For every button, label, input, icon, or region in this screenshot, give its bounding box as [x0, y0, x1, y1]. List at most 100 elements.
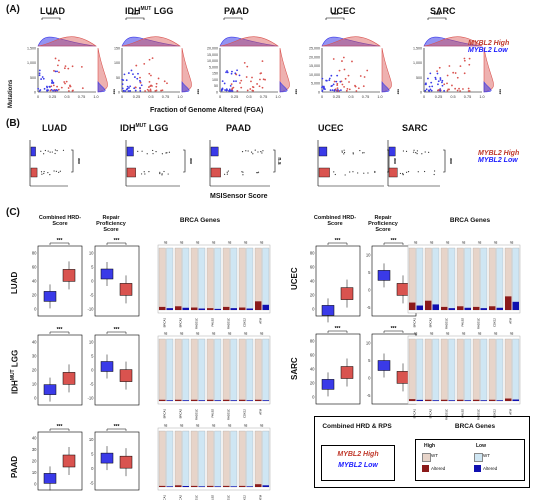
c-sarc-rps-tick: 5: [368, 358, 371, 363]
a-point-low: [136, 77, 139, 80]
a-point-low: [321, 77, 324, 80]
a-point-low: [429, 88, 432, 91]
b-outlier-high: [55, 170, 57, 172]
a-point-high: [252, 86, 255, 89]
a-point-high: [468, 63, 471, 66]
c-paad-brca-gene: ATM: [259, 494, 263, 500]
b-outlier-low: [413, 149, 415, 151]
a-point-low: [221, 80, 224, 83]
c-ucec-brca-gene: RAD51C: [477, 318, 481, 329]
a-ytick: 500: [416, 76, 422, 80]
c-luad-brca-bar-wt-high: [158, 247, 166, 311]
b-bracket: [273, 149, 276, 173]
a-point-low: [49, 86, 51, 88]
c-paad-brca-bar-alt-low: [166, 486, 173, 487]
c-ucec-rps-box-low: [377, 270, 391, 281]
a-point-low: [228, 88, 231, 91]
c-sarc-brca-gene: ATM: [509, 408, 513, 414]
a-point-low: [236, 69, 238, 72]
a-point-low: [322, 85, 325, 88]
c-sarc-brca-bar-wt-low: [432, 338, 440, 402]
a-point-low: [230, 72, 233, 75]
c-paad-brca-ns: ns: [212, 424, 216, 428]
b-outlier-low: [44, 149, 46, 152]
a-density-side-low: [279, 81, 288, 93]
a-point-high: [259, 78, 261, 81]
c-ucec-brca-bar-alt-high: [441, 306, 448, 310]
a-title-luad: LUAD: [40, 6, 65, 16]
c-lgg-brca-gene: BRCA2: [179, 409, 183, 419]
a-point-high: [148, 89, 150, 92]
a-point-low: [127, 72, 130, 74]
c-luad-brca-gene: ATM: [259, 317, 263, 323]
b-outlier-high: [402, 174, 404, 176]
a-ytick: 50: [214, 84, 218, 88]
a-xtick: 0.5: [148, 95, 153, 99]
c-lgg-brca-bar-alt-high: [191, 399, 198, 401]
c-lgg-brca-ns: ns: [180, 332, 184, 336]
a-point-low: [52, 89, 54, 92]
c-lgg-rps-tick: 10: [89, 340, 94, 345]
a-point-low: [38, 74, 41, 77]
b-outlier-low: [412, 151, 415, 153]
c-lgg-brca-ns: ns: [212, 332, 216, 336]
a-point-low: [434, 78, 437, 81]
a-point-high: [338, 69, 341, 72]
a-point-low: [121, 87, 124, 90]
c-col-hrd-right: Combined HRD-Score: [313, 215, 357, 227]
a-point-high: [240, 79, 243, 82]
a-point-low: [54, 70, 57, 73]
a-xtick: 0: [321, 95, 323, 99]
c-sarc-hrd-sig: ***: [335, 326, 341, 332]
c-luad-brca-bar-alt-low: [166, 308, 173, 310]
a-point-high: [149, 88, 152, 91]
a-point-high: [348, 81, 350, 83]
a-point-low: [51, 80, 54, 83]
c-luad-brca-bar-wt-high: [238, 247, 246, 311]
c-luad-brca-bar-alt-low: [246, 308, 253, 310]
b-box-high: [126, 167, 136, 178]
a-point-high: [463, 59, 466, 62]
a-point-low: [134, 89, 137, 92]
a-point-high: [151, 57, 154, 60]
b-outlier-low: [245, 150, 247, 152]
a-xtick: 0.5: [246, 95, 251, 99]
b-outlier-low: [165, 152, 167, 154]
a-point-high: [354, 85, 357, 88]
c-ucec-hrd-frame: [315, 245, 361, 317]
b-outlier-high: [433, 173, 435, 176]
a-point-low: [38, 72, 41, 75]
c-ucec-brca-bar-alt-high: [425, 300, 432, 310]
b-outlier-low: [362, 152, 364, 154]
a-point-high: [139, 76, 141, 79]
c-luad-brca-bar-alt-low: [214, 308, 221, 310]
a-point-low: [428, 85, 431, 88]
a-point-high: [468, 57, 471, 60]
c-ucec-brca-bar-alt-high: [489, 306, 496, 310]
b-title-ucec: UCEC: [318, 123, 344, 133]
a-legend: MYBL2 High MYBL2 Low: [468, 40, 509, 54]
a-xtick: 0.25: [49, 95, 56, 99]
b-outlier-high: [43, 170, 45, 173]
a-point-high: [256, 83, 258, 85]
c-ucec-brca-bar-wt-low: [448, 247, 456, 311]
c-col-hrd-left: Combined HRD-Score: [38, 215, 82, 227]
b-outlier-low: [428, 151, 430, 154]
a-point-high: [463, 57, 466, 60]
a-point-high: [341, 83, 344, 86]
a-point-high: [333, 80, 336, 83]
c-paad-brca-bar-wt-low: [230, 430, 238, 488]
a-point-high: [346, 87, 349, 90]
c-luad-hrd-bracket: [49, 242, 70, 245]
c-lgg-hrd-frame: [37, 334, 83, 406]
a-point-low: [139, 87, 141, 89]
c-paad-brca-bar-wt-low: [182, 430, 190, 488]
b-outlier-high: [242, 171, 244, 173]
a-point-low: [234, 72, 237, 75]
b-outlier-high: [40, 171, 43, 173]
a-xtick: 0.75: [362, 95, 369, 99]
a-point-high: [250, 80, 252, 83]
c-paad-brca-bar-alt-low: [214, 486, 221, 487]
a-xtick: 0.25: [435, 95, 442, 99]
c-paad-brca-bar-wt-low: [166, 430, 174, 488]
